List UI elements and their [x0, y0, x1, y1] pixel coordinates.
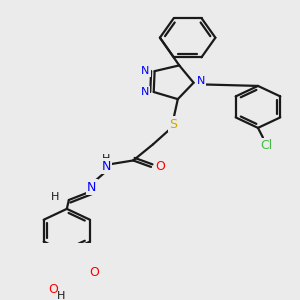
Text: O: O: [90, 266, 100, 279]
Text: O: O: [155, 160, 165, 173]
Text: Cl: Cl: [260, 139, 272, 152]
Text: N: N: [87, 181, 96, 194]
Text: N: N: [140, 87, 149, 97]
Text: N: N: [196, 76, 205, 86]
Text: N: N: [141, 66, 150, 76]
Text: H: H: [51, 192, 59, 202]
Text: N: N: [102, 160, 111, 172]
Text: H: H: [57, 291, 65, 300]
Text: S: S: [169, 118, 177, 131]
Text: H: H: [102, 154, 111, 164]
Text: O: O: [48, 283, 58, 296]
